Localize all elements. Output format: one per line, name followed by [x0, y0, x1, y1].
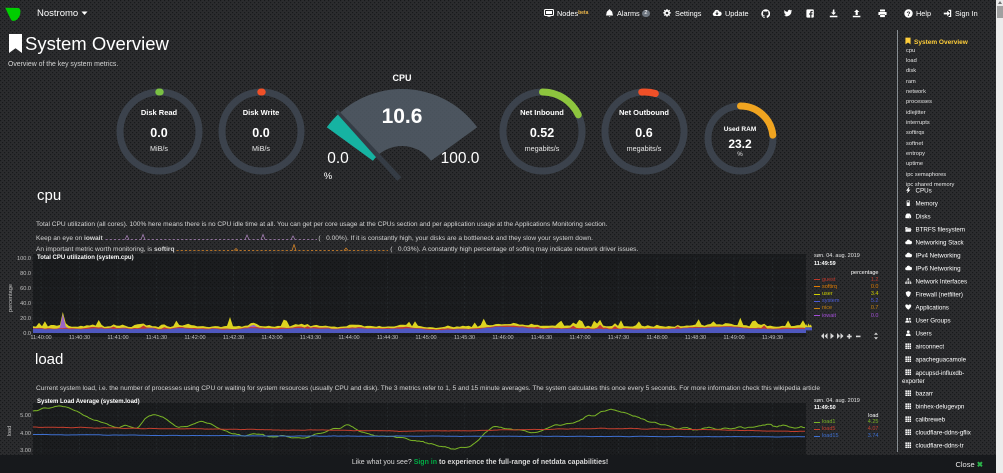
svg-text:11:48:30: 11:48:30 [685, 335, 706, 341]
svg-text:11:46:00: 11:46:00 [492, 335, 513, 341]
svg-text:Total CPU utilization (system.: Total CPU utilization (system.cpu) [37, 255, 134, 261]
svg-text:11:47:30: 11:47:30 [608, 335, 629, 341]
svg-text:11:41:30: 11:41:30 [146, 335, 167, 341]
svg-text:80.0: 80.0 [20, 271, 31, 277]
svg-text:11:43:30: 11:43:30 [300, 335, 321, 341]
svg-text:11:49:30: 11:49:30 [762, 335, 783, 341]
svg-text:11:45:30: 11:45:30 [454, 335, 475, 341]
svg-text:11:41:00: 11:41:00 [107, 335, 128, 341]
svg-text:0.0: 0.0 [23, 331, 31, 337]
svg-text:?: ? [907, 10, 911, 17]
svg-text:11:47:00: 11:47:00 [569, 335, 590, 341]
svg-text:11:49:00: 11:49:00 [723, 335, 744, 341]
svg-text:40.0: 40.0 [20, 301, 31, 307]
svg-text:11:40:00: 11:40:00 [30, 335, 51, 341]
svg-text:11:45:00: 11:45:00 [415, 335, 436, 341]
svg-text:11:46:30: 11:46:30 [531, 335, 552, 341]
svg-text:3.00: 3.00 [20, 448, 31, 454]
svg-text:20.0: 20.0 [20, 316, 31, 322]
svg-text:100.0: 100.0 [17, 256, 31, 262]
svg-text:4.00: 4.00 [20, 431, 31, 437]
svg-text:11:48:00: 11:48:00 [646, 335, 667, 341]
svg-text:System Load Average (system.lo: System Load Average (system.load) [37, 399, 140, 405]
svg-text:load: load [7, 426, 13, 437]
svg-text:11:44:00: 11:44:00 [338, 335, 359, 341]
svg-text:11:40:30: 11:40:30 [69, 335, 90, 341]
svg-text:5.00: 5.00 [20, 413, 31, 419]
svg-text:11:43:00: 11:43:00 [261, 335, 282, 341]
svg-text:11:42:30: 11:42:30 [223, 335, 244, 341]
svg-text:11:42:00: 11:42:00 [184, 335, 205, 341]
svg-text:11:44:30: 11:44:30 [377, 335, 398, 341]
svg-text:percentage: percentage [8, 284, 14, 312]
svg-text:60.0: 60.0 [20, 286, 31, 292]
